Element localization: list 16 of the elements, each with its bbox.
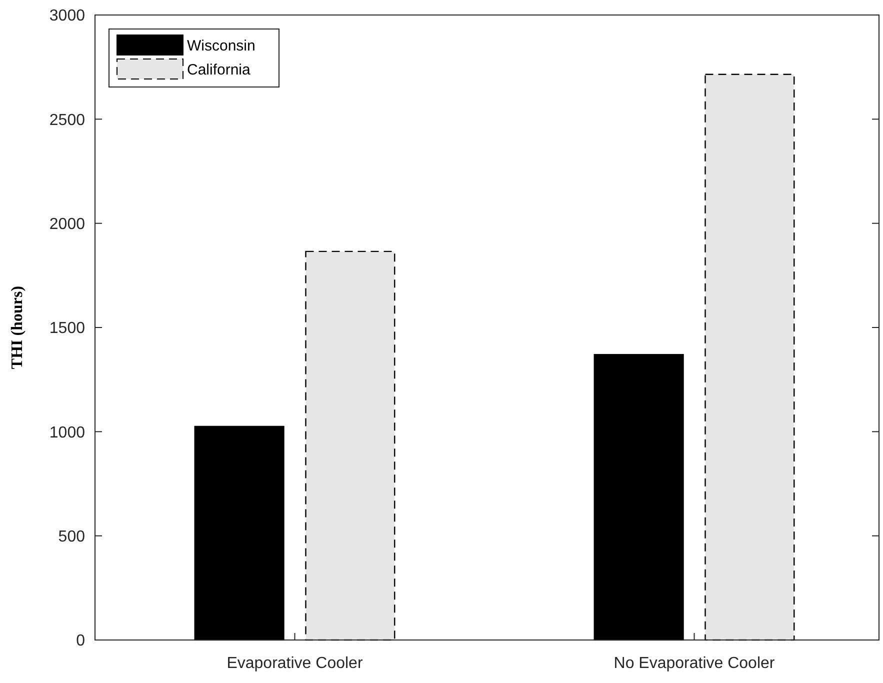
x-tick-label: Evaporative Cooler bbox=[226, 655, 364, 672]
y-tick-label: 2500 bbox=[49, 112, 86, 129]
y-tick-label: 1500 bbox=[49, 320, 86, 338]
y-tick-label: 500 bbox=[58, 528, 86, 546]
bar bbox=[194, 426, 284, 641]
bar bbox=[305, 250, 396, 641]
y-tick-label: 0 bbox=[76, 632, 86, 650]
y-tick-label: 1000 bbox=[49, 424, 86, 442]
x-tick-label: No Evaporative Cooler bbox=[614, 655, 776, 672]
legend-label: Wisconsin bbox=[187, 37, 256, 54]
y-tick-label: 2000 bbox=[49, 216, 86, 233]
legend-label: California bbox=[187, 61, 252, 78]
y-axis-title: THI (hours) bbox=[9, 286, 26, 370]
bar bbox=[594, 354, 684, 641]
y-tick-label: 3000 bbox=[49, 8, 86, 25]
bar bbox=[704, 74, 795, 641]
